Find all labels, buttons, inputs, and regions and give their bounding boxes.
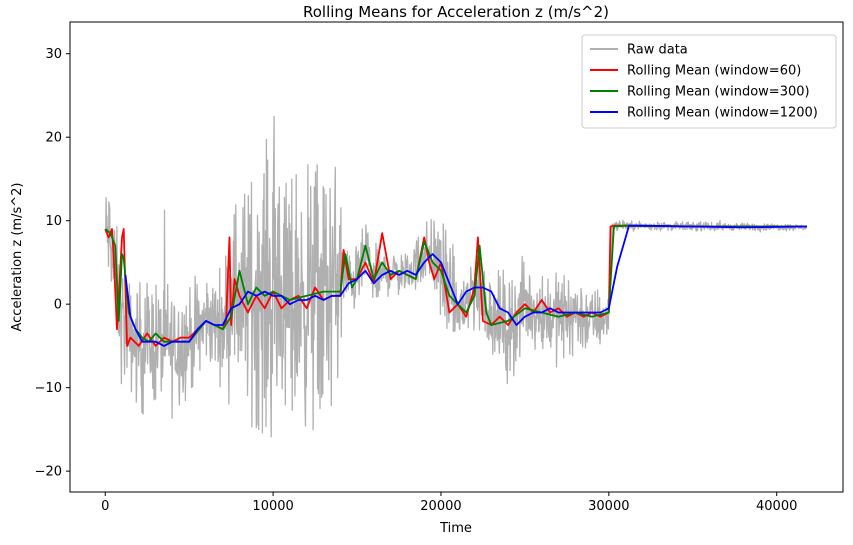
y-tick-label: 30 xyxy=(45,47,62,62)
y-tick-label: 20 xyxy=(45,131,62,146)
x-tick-label: 40000 xyxy=(756,499,797,514)
x-tick-label: 0 xyxy=(101,499,109,514)
legend-label: Rolling Mean (window=60) xyxy=(627,64,801,79)
x-tick-label: 20000 xyxy=(420,499,461,514)
legend-box xyxy=(581,34,837,129)
y-axis-title: Acceleration z (m/s^2) xyxy=(10,183,25,332)
x-tick-label: 10000 xyxy=(252,499,293,514)
x-axis: 0 10000 20000 30000 40000 xyxy=(101,492,797,514)
y-tick-label: 0 xyxy=(54,298,62,313)
y-tick-label: −20 xyxy=(35,465,62,480)
chart-title: Rolling Means for Acceleration z (m/s^2) xyxy=(303,3,609,21)
y-axis: −20 −10 0 10 20 30 xyxy=(35,47,70,480)
y-tick-label: −10 xyxy=(35,381,62,396)
series-line-rolling-mean-window-1200 xyxy=(124,224,807,347)
y-tick-label: 10 xyxy=(45,214,62,229)
series-line-raw-data xyxy=(104,115,808,438)
legend-label: Rolling Mean (window=1200) xyxy=(627,106,818,121)
series-line-rolling-mean-window-60 xyxy=(104,224,807,347)
x-tick-label: 30000 xyxy=(588,499,629,514)
axes-frame xyxy=(69,21,844,493)
legend-label: Rolling Mean (window=300) xyxy=(627,85,810,100)
series-layer xyxy=(104,115,808,438)
x-axis-title: Time xyxy=(439,521,472,536)
legend: Raw data Rolling Mean (window=60) Rolling … xyxy=(581,34,837,129)
series-line-rolling-mean-window-300 xyxy=(104,224,807,343)
plot-area xyxy=(69,21,844,493)
legend-label: Raw data xyxy=(627,43,688,58)
